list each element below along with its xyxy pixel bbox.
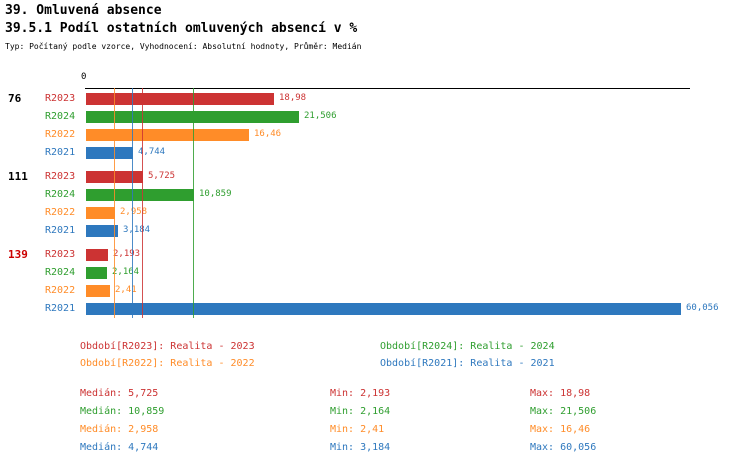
stat-min-r2021: Min: 3,184 (330, 442, 391, 453)
series-label: R2021 (45, 303, 76, 314)
stat-min-r2024: Min: 2,164 (330, 406, 391, 417)
stat-max-r2023: Max: 18,98 (530, 388, 591, 399)
bar-r2023 (86, 249, 108, 261)
chart-title: 39.5.1 Podíl ostatních omluvených absenc… (5, 21, 358, 36)
stat-median-r2023: Medián: 5,725 (80, 388, 159, 399)
stat-median-r2021: Medián: 4,744 (80, 442, 159, 453)
legend-item-r2023: Období[R2023]: Realita - 2023 (80, 341, 255, 352)
bar-r2022 (86, 129, 249, 141)
series-label: R2021 (45, 225, 76, 236)
group-label: 111 (8, 170, 28, 183)
bar-value-label: 2,958 (120, 207, 148, 217)
bar-value-label: 2,164 (112, 267, 140, 277)
stat-median-r2022: Medián: 2,958 (80, 424, 159, 435)
bar-r2021 (86, 225, 118, 237)
series-label: R2022 (45, 285, 76, 296)
report-section-title: 39. Omluvená absence (5, 3, 162, 18)
stat-median-r2024: Medián: 10,859 (80, 406, 165, 417)
legend-item-r2021: Období[R2021]: Realita - 2021 (380, 358, 555, 369)
series-label: R2021 (45, 147, 76, 158)
stat-max-r2022: Max: 16,46 (530, 424, 591, 435)
series-label: R2024 (45, 189, 76, 200)
stat-min-r2022: Min: 2,41 (330, 424, 385, 435)
group-label: 139 (8, 248, 28, 261)
bar-value-label: 60,056 (686, 303, 719, 313)
series-label: R2023 (45, 249, 76, 260)
bar-value-label: 18,98 (279, 93, 307, 103)
chart-area: 0 76 R2023 18,98 R2024 21,506 R2022 16,46 R2021 4… (8, 72, 719, 318)
x-axis-line (85, 88, 690, 89)
series-label: R2024 (45, 267, 76, 278)
stat-max-r2024: Max: 21,506 (530, 406, 597, 417)
median-line-r2021 (132, 88, 133, 318)
bar-value-label: 2,41 (115, 285, 137, 295)
series-label: R2024 (45, 111, 76, 122)
legend-item-r2024: Období[R2024]: Realita - 2024 (380, 341, 555, 352)
chart-subtitle: Typ: Počítaný podle vzorce, Vyhodnocení:… (5, 42, 362, 51)
stat-min-r2023: Min: 2,193 (330, 388, 391, 399)
bar-value-label: 21,506 (304, 111, 337, 121)
bar-r2023 (86, 93, 274, 105)
bar-r2022 (86, 207, 115, 219)
bar-r2021 (86, 147, 133, 159)
bar-value-label: 3,184 (123, 225, 151, 235)
median-line-r2023 (142, 88, 143, 318)
bar-value-label: 10,859 (199, 189, 232, 199)
bar-r2024 (86, 189, 194, 201)
series-label: R2022 (45, 207, 76, 218)
median-line-r2024 (193, 88, 194, 318)
series-label: R2023 (45, 93, 76, 104)
series-label: R2022 (45, 129, 76, 140)
series-label: R2023 (45, 171, 76, 182)
bar-r2021 (86, 303, 681, 315)
bar-value-label: 4,744 (138, 147, 166, 157)
median-line-r2022 (114, 88, 115, 318)
legend-item-r2022: Období[R2022]: Realita - 2022 (80, 358, 255, 369)
bar-value-label: 2,193 (113, 249, 141, 259)
stat-max-r2021: Max: 60,056 (530, 442, 597, 453)
x-axis-zero-label: 0 (81, 72, 87, 82)
bar-r2024 (86, 267, 107, 279)
bar-value-label: 5,725 (148, 171, 176, 181)
bar-r2024 (86, 111, 299, 123)
bar-value-label: 16,46 (254, 129, 282, 139)
bar-r2022 (86, 285, 110, 297)
group-label: 76 (8, 92, 22, 105)
